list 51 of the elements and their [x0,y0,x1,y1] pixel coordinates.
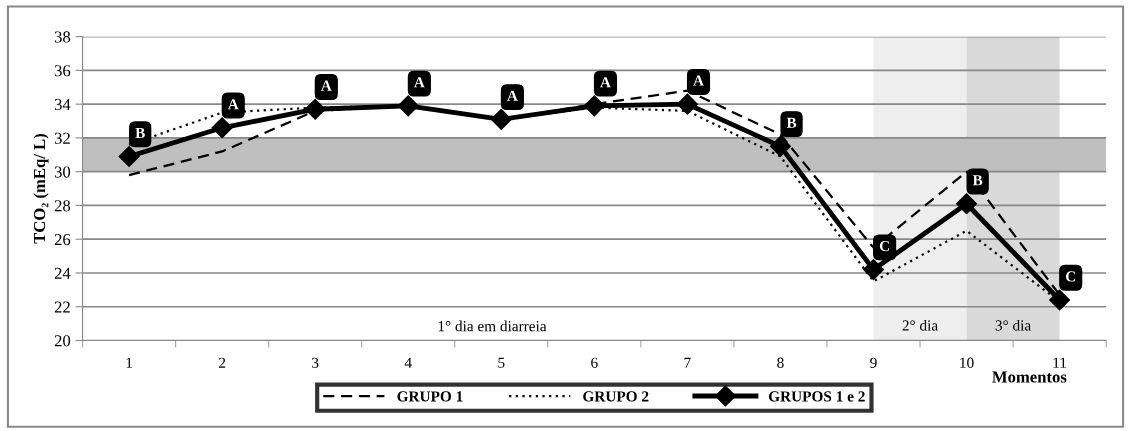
x-tick-label: 7 [684,357,691,368]
point [583,95,605,117]
x-tick-label: 3 [312,357,319,368]
point [118,145,140,168]
y-tick-label: 24 [54,267,71,279]
annotation: C [1065,271,1076,282]
band-label: 3° dia [995,319,1031,331]
point [769,135,791,157]
x-tick-label: 9 [870,357,877,368]
annotation: A [507,90,518,101]
annotation: A [320,80,332,91]
point [211,117,233,139]
point [490,108,512,130]
y-tick-label: 28 [54,200,71,212]
y-tick-label: 32 [54,132,70,144]
x-tick-label: 10 [960,357,974,368]
x-tick-label: 8 [777,357,784,368]
point [676,93,698,115]
legend-label: GRUPO 1 [397,391,463,402]
band-label: 2° dia [902,319,938,331]
x-tick-label: 6 [591,357,598,368]
legend-label: GRUPOS 1 e 2 [768,391,865,402]
point [304,98,326,120]
y-tick-label: 34 [54,98,71,111]
x-tick-label: 4 [404,357,412,368]
annotation: B [786,117,797,128]
y-tick-label: 26 [54,233,71,246]
y-tick-label: 36 [54,65,71,77]
annotation: B [135,127,145,138]
y-tick-label: 22 [54,301,70,313]
annotation: A [227,99,239,110]
x-tick-label: 5 [498,357,505,368]
annotation: 1° dia em diarreia [438,320,547,332]
y-tick-label: 20 [54,335,71,347]
y-tick-label: 38 [54,31,71,43]
x-tick-label: 11 [1053,357,1067,368]
point [956,193,978,215]
annotation: A [600,77,611,88]
annotation: A [693,75,704,86]
annotation: C [879,240,889,252]
x-tick-label: 2 [218,357,226,368]
annotation: B [972,175,983,186]
point [862,259,885,281]
point [397,95,419,117]
y-tick-label: 30 [54,166,71,178]
legend-label: GRUPO 2 [583,391,649,402]
y-axis-title: TCO₂ (mEq/ L) [33,134,49,244]
annotation: A [413,77,425,88]
x-axis-title: Momentos [992,371,1067,383]
x-tick-label: 1 [126,357,132,368]
point [1049,289,1071,311]
